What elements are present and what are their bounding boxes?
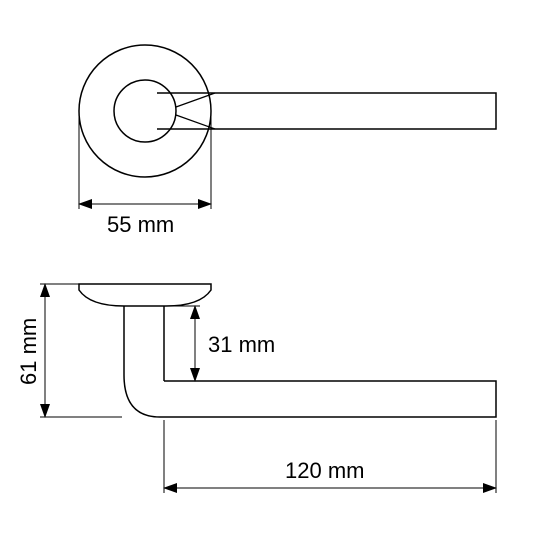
dim-55-label: 55 mm bbox=[107, 212, 174, 237]
top-view: 55 mm bbox=[79, 45, 496, 237]
technical-drawing: 55 mm 61 mm 31 mm 120 mm bbox=[0, 0, 551, 551]
dim-31-label: 31 mm bbox=[208, 332, 275, 357]
rose-outer bbox=[79, 45, 211, 177]
dim-31: 31 mm bbox=[166, 306, 275, 381]
side-view: 61 mm 31 mm 120 mm bbox=[16, 284, 496, 493]
dim-61-label: 61 mm bbox=[16, 318, 41, 385]
lever-top-outline bbox=[157, 93, 496, 129]
rose-inner bbox=[114, 80, 176, 142]
dim-55: 55 mm bbox=[79, 111, 211, 237]
neck-taper-bottom bbox=[176, 115, 215, 129]
dim-120: 120 mm bbox=[164, 420, 496, 493]
dim-120-label: 120 mm bbox=[285, 458, 364, 483]
neck-taper-top bbox=[176, 93, 215, 107]
rose-profile bbox=[79, 284, 211, 306]
